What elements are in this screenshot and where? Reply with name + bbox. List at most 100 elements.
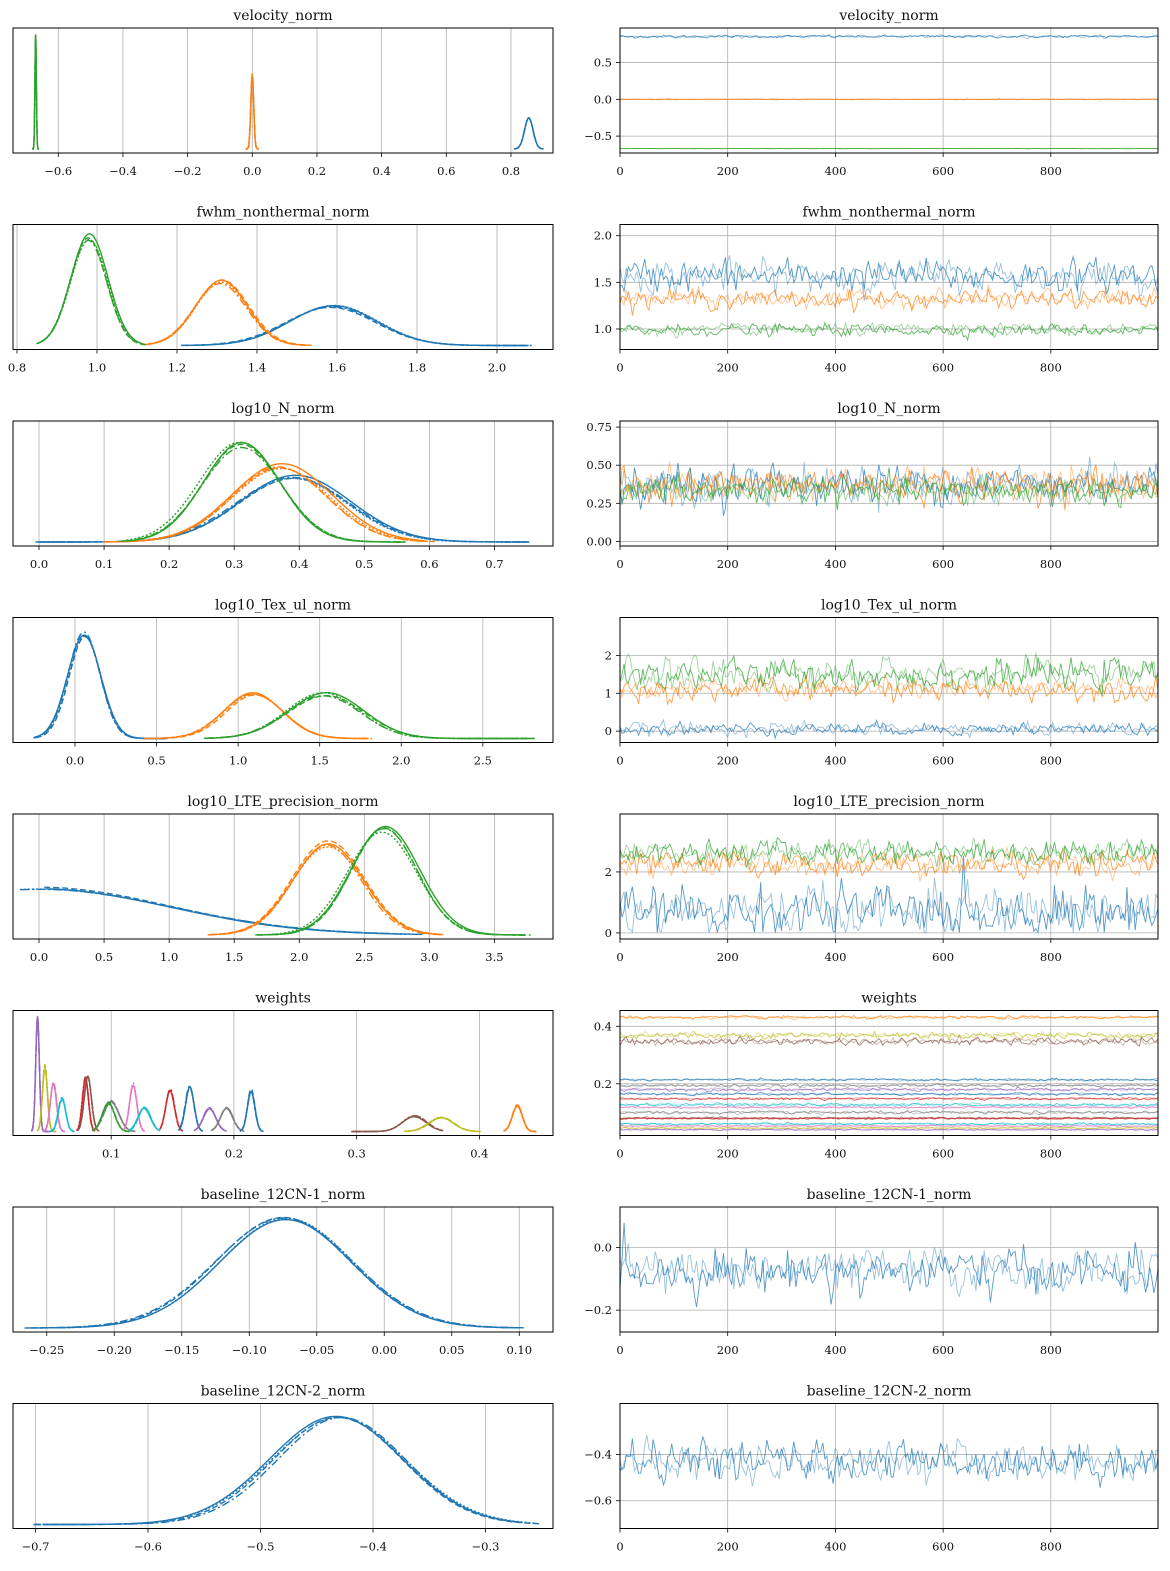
panel-title: log10_Tex_ul_norm	[215, 598, 351, 614]
density-curve	[353, 1115, 444, 1133]
trace-line	[620, 98, 1158, 101]
trace-line	[620, 1124, 1158, 1128]
density-curve	[43, 474, 529, 543]
trace-line	[620, 1030, 1158, 1042]
axes-frame	[619, 617, 1159, 743]
x-tick-label: −0.25	[29, 1343, 64, 1357]
panel-title: velocity_norm	[838, 8, 938, 24]
density-curve	[245, 72, 259, 150]
x-tick-label: 0.8	[8, 361, 26, 375]
x-tick-label: 0.8	[502, 164, 520, 178]
row-6: −0.25 −0.20 −0.15 −0.10 −0.05 0.00 0.05 0.10bas…	[12, 1187, 1159, 1357]
y-tick-label: 0.2	[594, 1077, 612, 1091]
x-tick-label: 1.2	[168, 361, 186, 375]
trace-lines	[620, 1434, 1158, 1488]
x-tick-label: 0.4	[372, 164, 390, 178]
trace-panel: 0 200 400 600 800 0.2 0.4 weights	[594, 991, 1159, 1161]
trace-line	[620, 1087, 1158, 1093]
x-tick-label: −0.3	[472, 1540, 500, 1554]
x-tick-label: 0.0	[30, 950, 48, 964]
x-tick-label: −0.15	[164, 1343, 199, 1357]
density-curve	[19, 888, 418, 935]
x-tick-label: 1.6	[328, 361, 346, 375]
x-tick-label: 800	[1040, 557, 1062, 571]
trace-line	[620, 1434, 1158, 1487]
x-tick-label: 2.0	[290, 950, 308, 964]
density-curve	[33, 634, 168, 740]
density-curve	[34, 1417, 537, 1526]
trace-line	[620, 1077, 1158, 1083]
density-curve	[208, 695, 535, 740]
x-tick-label: 400	[824, 1540, 846, 1554]
x-tick-label: 1.0	[160, 950, 178, 964]
trace-line	[620, 836, 1158, 868]
y-tick-label: 0.5	[594, 56, 612, 70]
x-tick-label: 0.2	[225, 1147, 243, 1161]
y-tick-label: 2	[605, 865, 612, 879]
density-panel: 0.1 0.2 0.3 0.4 weights	[12, 991, 554, 1161]
density-curve	[33, 1416, 526, 1526]
trace-line	[620, 1096, 1158, 1102]
panel-title: weights	[255, 991, 311, 1007]
trace-line	[620, 1091, 1158, 1097]
x-tick-label: 2.5	[355, 950, 373, 964]
density-curve	[159, 1089, 184, 1132]
trace-line	[620, 1092, 1158, 1097]
axes-frame	[619, 1403, 1159, 1529]
density-curve	[255, 827, 531, 936]
density-curve	[144, 694, 372, 740]
x-tick-label: 400	[824, 164, 846, 178]
x-tick-label: 200	[717, 1343, 739, 1357]
density-curve	[49, 1098, 75, 1133]
density-curve	[119, 446, 406, 543]
density-curve	[49, 1097, 75, 1133]
density-curve	[128, 1106, 161, 1132]
x-tick-label: 400	[824, 950, 846, 964]
density-curve	[152, 692, 368, 740]
density-curve	[108, 466, 431, 543]
density-curve	[257, 825, 523, 936]
density-curve	[504, 1104, 536, 1133]
x-tick-label: 0.7	[485, 557, 503, 571]
axes-frame	[619, 1010, 1159, 1136]
density-curve	[31, 1016, 50, 1133]
trace-line	[620, 320, 1158, 339]
trace-line	[620, 672, 1158, 702]
x-tick-label: 0.4	[470, 1147, 488, 1161]
x-tick-label: 0.5	[147, 754, 165, 768]
x-tick-label: 800	[1040, 361, 1062, 375]
y-tick-label: −0.5	[584, 129, 612, 143]
x-tick-label: 600	[932, 950, 954, 964]
density-curve	[49, 1097, 75, 1133]
trace-line	[620, 1082, 1158, 1089]
trace-line	[620, 1115, 1158, 1121]
y-tick-label: 0.75	[586, 420, 612, 434]
y-tick-label: 1	[605, 686, 612, 700]
trace-line	[620, 1435, 1158, 1488]
density-curve	[39, 477, 525, 543]
trace-line	[620, 147, 1158, 150]
x-tick-label: 0.05	[439, 1343, 465, 1357]
x-tick-label: 1.4	[248, 361, 266, 375]
x-tick-label: 800	[1040, 950, 1062, 964]
density-curve	[32, 38, 39, 150]
density-curve	[105, 467, 435, 543]
density-curve	[123, 1085, 146, 1132]
density-curve	[36, 233, 144, 345]
trace-line	[620, 33, 1158, 40]
trace-lines	[620, 1014, 1158, 1132]
trace-line	[620, 1110, 1158, 1116]
density-curve	[43, 1083, 65, 1133]
trace-panel: 0 200 400 600 800 −0.5 0.0 0.5 velocity_norm	[584, 8, 1159, 178]
axes-frame	[12, 420, 554, 547]
row-2: 0.0 0.1 0.2 0.3 0.4 0.5 0.6 0.7 log10_N_norm 0 200…	[12, 401, 1159, 571]
trace-line	[620, 1086, 1158, 1093]
axes-frame	[12, 813, 554, 940]
trace-line	[620, 461, 1158, 505]
panel-title: fwhm_nonthermal_norm	[196, 205, 369, 221]
x-tick-label: 1.0	[229, 754, 247, 768]
density-curve	[180, 306, 536, 347]
trace-lines	[620, 33, 1158, 150]
density-curve	[24, 1218, 520, 1329]
x-tick-label: 0	[616, 164, 623, 178]
